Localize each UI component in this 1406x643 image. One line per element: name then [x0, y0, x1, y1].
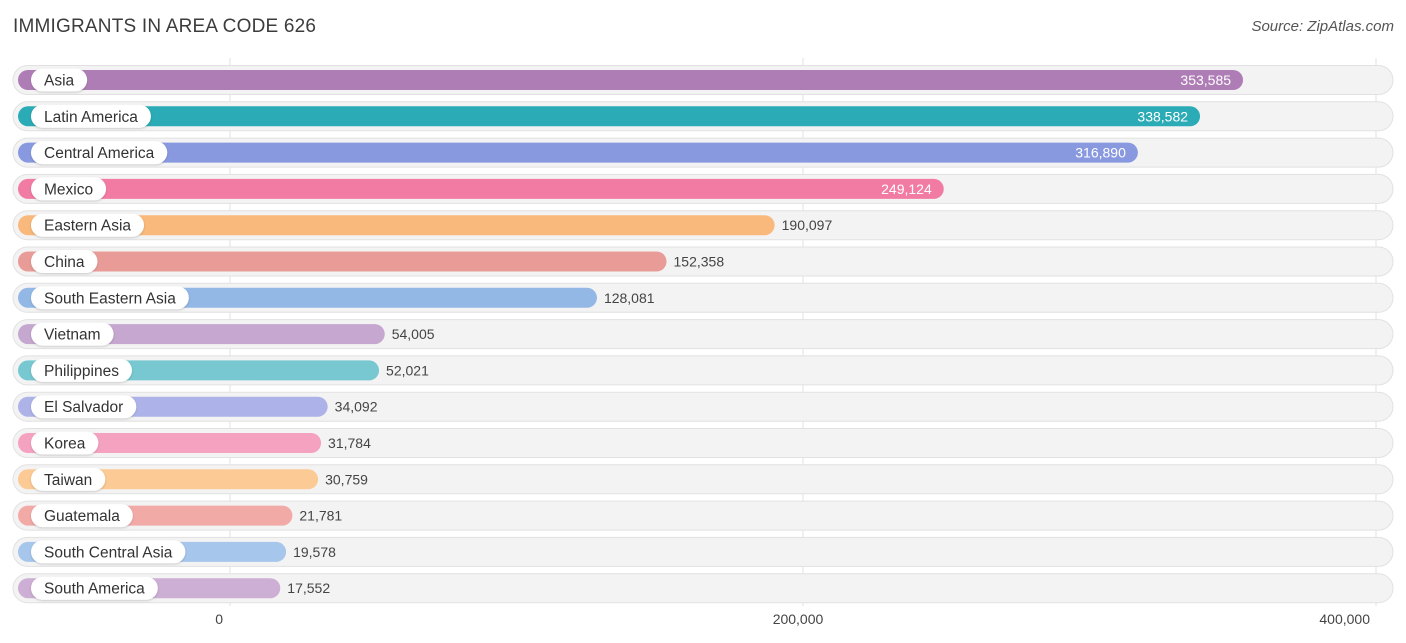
bar-row: South America 17,552: [12, 573, 1394, 604]
bar-row: Guatemala 21,781: [12, 500, 1394, 531]
bar-row: Vietnam 54,005: [12, 319, 1394, 350]
category-label: Vietnam: [44, 327, 101, 344]
category-label: South Eastern Asia: [44, 290, 176, 307]
category-label: Guatemala: [44, 508, 120, 525]
bar-row: El Salvador 34,092: [12, 391, 1394, 422]
category-label: Mexico: [44, 181, 93, 198]
category-label-pill: [31, 141, 168, 165]
category-label: Asia: [44, 73, 75, 90]
bar-track: [12, 536, 1394, 567]
bar: [18, 215, 775, 236]
category-label-pill: [31, 250, 98, 273]
bar-row: Central America 316,890: [12, 137, 1394, 168]
value-label: 316,890: [1075, 145, 1126, 161]
chart-source: Source: ZipAtlas.com: [1251, 18, 1394, 35]
x-axis: 0 200,000 400,000: [215, 611, 1370, 627]
value-label: 338,582: [1137, 108, 1188, 124]
category-label: China: [44, 254, 85, 271]
x-tick-label: 400,000: [1319, 611, 1370, 627]
value-label: 34,092: [335, 399, 378, 415]
category-label-pill: [31, 68, 88, 92]
bar-row: South Eastern Asia 128,081: [12, 282, 1394, 313]
category-label-pill: [31, 504, 133, 528]
value-label: 31,784: [328, 435, 371, 451]
category-label-pill: [31, 322, 114, 346]
value-label: 19,578: [293, 544, 336, 560]
category-label-pill: [31, 576, 158, 600]
value-label: 152,358: [674, 254, 725, 270]
category-label-pill: [31, 177, 107, 201]
bar-track: [12, 573, 1394, 604]
category-label: South America: [44, 581, 145, 598]
category-label: Philippines: [44, 363, 119, 380]
x-tick-label: 200,000: [773, 611, 824, 627]
category-label: El Salvador: [44, 399, 123, 416]
category-label-pill: [31, 358, 132, 382]
category-label-pill: [31, 395, 137, 419]
category-label-pill: [31, 431, 99, 455]
bar-track: [12, 428, 1394, 458]
bar: [18, 142, 1138, 163]
category-label-pill: [31, 104, 151, 128]
value-label: 21,781: [299, 508, 342, 524]
bar-row: Latin America 338,582: [12, 101, 1394, 132]
category-label: Latin America: [44, 109, 138, 126]
category-label: Taiwan: [44, 472, 92, 489]
bar-row: Taiwan 30,759: [12, 464, 1394, 495]
category-label: Korea: [44, 436, 86, 453]
value-label: 249,124: [881, 181, 932, 197]
bar: [18, 251, 667, 272]
value-label: 190,097: [782, 217, 833, 233]
bar-row: Korea 31,784: [12, 428, 1394, 458]
value-label: 353,585: [1180, 72, 1231, 88]
x-tick-label: 0: [215, 611, 223, 627]
category-label-pill: [31, 467, 106, 491]
category-label: Eastern Asia: [44, 218, 131, 235]
chart-title: IMMIGRANTS IN AREA CODE 626: [13, 16, 317, 37]
value-label: 17,552: [287, 580, 330, 596]
bar-row: Eastern Asia 190,097: [12, 210, 1394, 241]
category-label-pill: [31, 213, 145, 237]
bar-row: Philippines 52,021: [12, 355, 1394, 386]
bar-row: China 152,358: [12, 246, 1394, 277]
value-label: 128,081: [604, 290, 655, 306]
category-label: South Central Asia: [44, 544, 173, 561]
bar: [18, 178, 944, 199]
bar: [18, 70, 1244, 90]
bar-track: [12, 500, 1394, 531]
bar-rows: Asia 353,585 Latin America 338,582 Central A…: [12, 65, 1394, 604]
category-label-pill: [31, 286, 189, 310]
value-label: 54,005: [392, 326, 435, 342]
bar-row: Asia 353,585: [12, 65, 1394, 95]
bar-row: Mexico 249,124: [12, 173, 1394, 204]
bar-track: [12, 464, 1394, 495]
bar-row: South Central Asia 19,578: [12, 536, 1394, 567]
value-label: 30,759: [325, 471, 368, 487]
bar-track: [12, 391, 1394, 422]
category-label-pill: [31, 540, 186, 564]
value-label: 52,021: [386, 362, 429, 378]
category-label: Central America: [44, 145, 155, 162]
bar: [18, 106, 1201, 127]
